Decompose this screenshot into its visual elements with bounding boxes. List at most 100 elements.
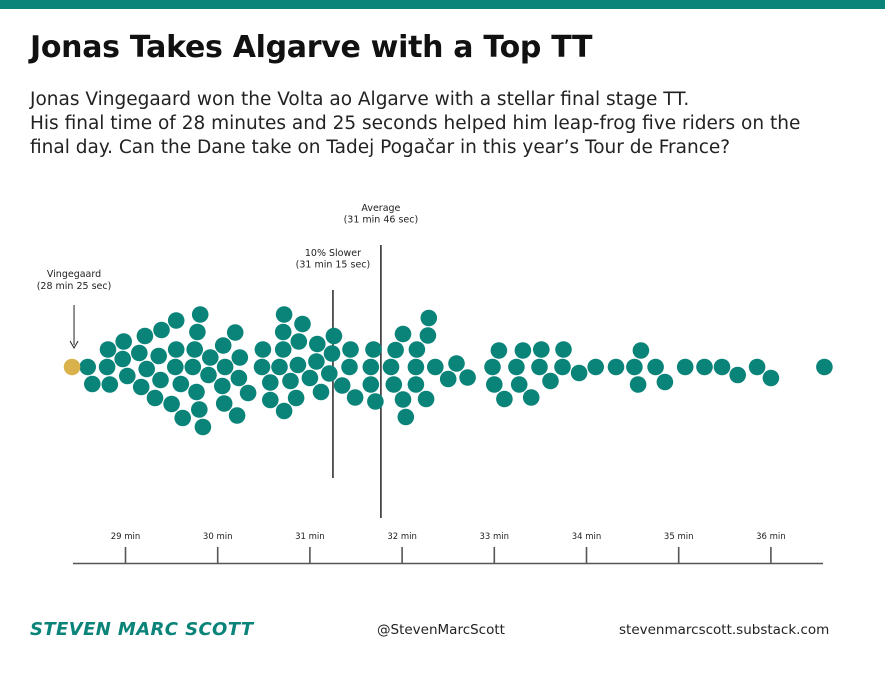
rider-dot <box>420 309 438 327</box>
rider-dot <box>407 376 425 393</box>
highlight-group: Vingegaard(28 min 25 sec) <box>37 269 111 376</box>
rider-dot <box>131 344 148 362</box>
rider-dot <box>150 347 167 365</box>
rider-dot <box>321 365 338 382</box>
rider-dot <box>762 369 780 387</box>
reference-label-average-0: Average <box>361 203 400 214</box>
rider-dot <box>533 341 550 358</box>
rider-dot <box>367 393 384 410</box>
rider-dot <box>448 355 465 372</box>
x-axis: 29 min 30 min 31 min 32 min 33 min 34 min 35 m… <box>73 532 823 565</box>
subtitle-line-2: His final time of 28 minutes and 25 seco… <box>30 113 801 134</box>
rider-dot <box>215 395 233 412</box>
rider-dot <box>325 327 343 345</box>
footer-handle[interactable]: @StevenMarcScott <box>377 622 505 638</box>
subtitle-line-1: Jonas Vingegaard won the Volta ao Algarv… <box>30 89 690 110</box>
rider-dot <box>226 324 244 341</box>
rider-dot <box>84 375 101 393</box>
rider-dot <box>626 358 643 376</box>
rider-dot <box>214 337 232 354</box>
rider-dot <box>490 342 508 359</box>
rider-dot <box>510 376 528 393</box>
rider-dot <box>79 358 96 376</box>
rider-dot <box>253 358 271 376</box>
rider-dot <box>394 391 412 408</box>
rider-dot <box>309 335 326 353</box>
rider-dot <box>228 407 246 424</box>
footer-brand: STEVEN MARC SCOTT <box>30 619 254 640</box>
rider-dot <box>167 358 184 376</box>
rider-dot <box>191 401 208 418</box>
rider-dot <box>408 341 426 358</box>
rider-dot <box>275 306 293 323</box>
rider-dot <box>188 383 205 401</box>
rider-dot <box>632 342 650 359</box>
rider-dot <box>385 376 403 393</box>
footer-site[interactable]: stevenmarcscott.substack.com <box>619 622 830 638</box>
rider-dot <box>216 358 234 376</box>
rider-dot <box>115 333 132 350</box>
rider-dot <box>132 378 150 396</box>
rider-dot <box>114 350 131 368</box>
rider-dot <box>289 356 307 374</box>
rider-dot <box>191 306 209 323</box>
rider-dot <box>167 312 185 329</box>
x-tick-label-35-min: 35 min <box>664 532 694 542</box>
rider-dot <box>570 364 588 382</box>
rider-dot <box>587 358 604 376</box>
rider-dot <box>333 377 351 394</box>
rider-dot <box>656 373 674 391</box>
rider-dot <box>439 370 457 388</box>
rider-dot <box>254 341 272 358</box>
rider-dot <box>262 374 279 391</box>
x-tick-label-33-min: 33 min <box>480 532 510 542</box>
rider-dot <box>748 358 766 376</box>
rider-dot <box>98 358 116 376</box>
rider-dot <box>484 358 501 376</box>
rider-dot <box>459 369 476 386</box>
x-tick-label-30-min: 30 min <box>203 532 233 542</box>
rider-dot <box>153 321 170 339</box>
rider-dot <box>816 358 833 376</box>
rider-dot <box>486 376 503 393</box>
rider-dot <box>542 372 559 390</box>
rider-dot <box>397 408 415 426</box>
rider-dot <box>101 376 119 393</box>
rider-dot <box>138 360 155 378</box>
rider-dot <box>214 377 231 395</box>
rider-dot <box>647 358 664 376</box>
rider-dot <box>729 366 746 384</box>
rider-dot <box>323 345 341 362</box>
rider-dot <box>271 358 288 376</box>
beeswarm-chart: 10% Slower(31 min 15 sec) Average(31 min … <box>37 203 833 565</box>
top-accent-bar <box>0 0 885 9</box>
highlight-dot-vingegaard <box>63 358 81 376</box>
rider-dot <box>301 369 319 387</box>
rider-dot <box>290 333 308 350</box>
rider-dot <box>99 341 117 358</box>
rider-dot <box>146 389 164 407</box>
rider-dot <box>629 376 647 393</box>
reference-label-10-slower-0: 10% Slower <box>305 248 361 259</box>
rider-dot <box>230 369 248 387</box>
rider-dot <box>294 315 311 333</box>
rider-dot <box>365 341 382 358</box>
rider-dot <box>531 358 548 376</box>
rider-dot <box>676 358 694 376</box>
rider-dot <box>394 325 412 343</box>
x-tick-label-32-min: 32 min <box>387 532 417 542</box>
rider-dot <box>136 327 154 345</box>
rider-dot <box>282 372 299 390</box>
rider-dot <box>346 389 364 406</box>
rider-dot <box>341 358 358 376</box>
rider-dot <box>287 389 305 407</box>
rider-dot <box>382 358 400 376</box>
reference-lines: 10% Slower(31 min 15 sec) Average(31 min … <box>296 203 418 518</box>
rider-dot <box>312 383 330 401</box>
rider-dot <box>186 341 203 358</box>
subtitle-line-3: final day. Can the Dane take on Tadej Po… <box>30 137 731 158</box>
rider-dot <box>167 341 185 358</box>
rider-dot <box>362 376 380 393</box>
rider-dot <box>514 342 532 359</box>
rider-dot <box>189 323 206 341</box>
